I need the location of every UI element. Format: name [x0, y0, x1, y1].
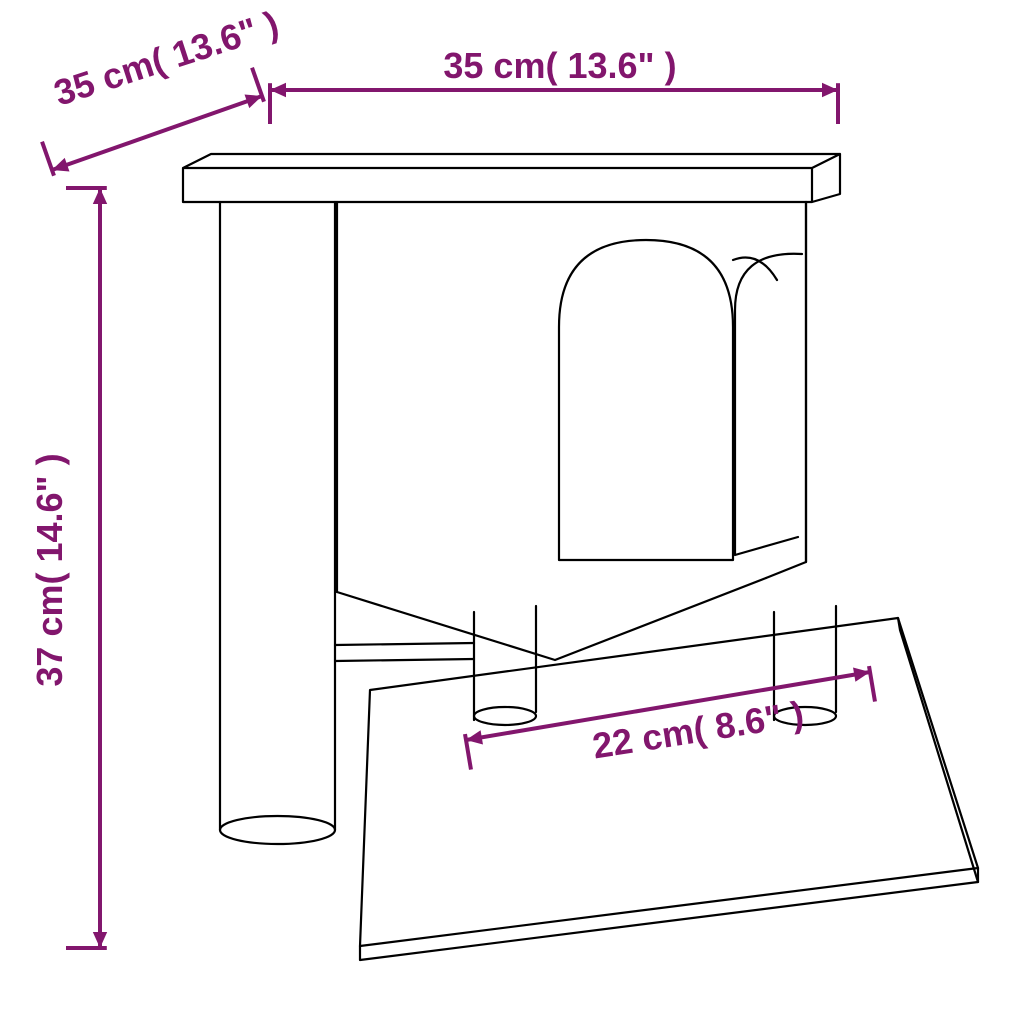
- base-plate-edge: [360, 868, 978, 960]
- condo-bottom-v: [337, 578, 766, 660]
- dimension-arrowhead: [853, 668, 870, 682]
- dimension-arrowhead: [270, 83, 286, 97]
- dimension-arrowhead: [466, 730, 483, 744]
- rear-leg-foot: [474, 707, 536, 725]
- dimension-arrowhead: [93, 932, 107, 948]
- dimension-tick: [869, 666, 875, 702]
- dimension-label-height: 37 cm( 14.6" ): [29, 453, 70, 686]
- dimension-arrowhead: [93, 188, 107, 204]
- post-base-ellipse: [220, 816, 335, 844]
- condo-right-panel: [766, 202, 806, 578]
- dimension-label-base_side: 22 cm( 8.6" ): [590, 693, 807, 767]
- dimension-tick: [42, 142, 54, 176]
- dimension-arrowhead: [52, 158, 69, 172]
- condo-opening-reveal: [733, 258, 777, 281]
- condo-opening-front: [559, 240, 733, 560]
- product-outline: [183, 154, 978, 960]
- dimension-arrowhead: [245, 95, 262, 109]
- dimension-label-top_width: 35 cm( 13.6" ): [443, 45, 676, 86]
- dimension-line: [52, 96, 262, 170]
- crossbar: [335, 643, 474, 645]
- top-platform: [183, 154, 840, 202]
- crossbar: [335, 659, 474, 661]
- condo-opening-side: [735, 254, 802, 555]
- dimension-arrowhead: [822, 83, 838, 97]
- base-plate-top: [360, 618, 978, 946]
